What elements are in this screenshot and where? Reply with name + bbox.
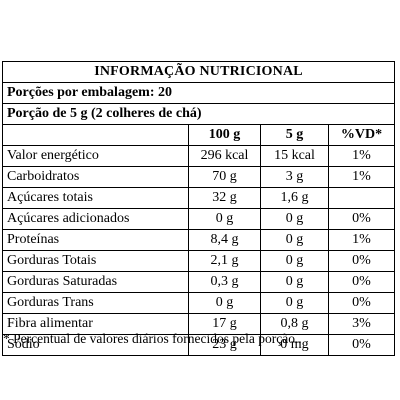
nutrient-name: Sódio (2, 334, 189, 356)
nutrient-daily-value: 0% (327, 250, 396, 272)
servings-row: Porções por embalagem: 20 (1, 82, 396, 104)
nutrient-row: Açúcares totais 32 g 1,6 g (2, 187, 396, 209)
nutrient-per-100g: 0 g (188, 208, 261, 230)
nutrient-per-serving: 3 g (260, 166, 329, 188)
nutrient-per-serving: 0 g (260, 250, 329, 272)
nutrient-per-100g: 70 g (188, 166, 261, 188)
nutrient-per-100g: 2,1 g (188, 250, 261, 272)
nutrition-table: INFORMAÇÃO NUTRICIONAL Porções por embal… (1, 61, 396, 356)
nutrient-per-100g: 0,3 g (188, 271, 261, 293)
nutrient-per-100g: 296 kcal (188, 145, 261, 167)
nutrient-name: Gorduras Totais (2, 250, 189, 272)
nutrient-per-serving: 1,6 g (260, 187, 329, 209)
nutrient-per-100g: 32 g (188, 187, 261, 209)
nutrient-per-100g: 8,4 g (188, 229, 261, 251)
nutrient-per-serving: 0 mg (260, 334, 329, 356)
nutrient-daily-value: 0% (327, 334, 396, 356)
column-header-dv: %VD* (327, 124, 396, 146)
nutrient-name: Açúcares totais (2, 187, 189, 209)
servings-per-package: Porções por embalagem: 20 (1, 82, 396, 104)
nutrition-facts-label: INFORMAÇÃO NUTRICIONAL Porções por embal… (1, 61, 396, 356)
nutrient-row: Valor energético 296 kcal 15 kcal 1% (2, 145, 396, 167)
nutrient-daily-value: 1% (327, 145, 396, 167)
label-title: INFORMAÇÃO NUTRICIONAL (1, 61, 396, 83)
title-row: INFORMAÇÃO NUTRICIONAL (1, 61, 396, 83)
nutrient-name: Açúcares adicionados (2, 208, 189, 230)
nutrient-daily-value: 0% (327, 271, 396, 293)
column-header-nutrient (2, 124, 189, 146)
nutrient-daily-value: 1% (327, 229, 396, 251)
column-header-row: 100 g 5 g %VD* (2, 124, 396, 146)
nutrient-daily-value: 0% (327, 208, 396, 230)
nutrient-per-100g: 0 g (188, 292, 261, 314)
nutrient-per-serving: 0 g (260, 229, 329, 251)
nutrient-name: Gorduras Trans (2, 292, 189, 314)
nutrient-name: Proteínas (2, 229, 189, 251)
nutrient-per-serving: 0 g (260, 292, 329, 314)
nutrient-row: Fibra alimentar 17 g 0,8 g 3% (2, 313, 396, 335)
nutrient-per-serving: 15 kcal (260, 145, 329, 167)
nutrient-daily-value: 3% (327, 313, 396, 335)
serving-size: Porção de 5 g (2 colheres de chá) (1, 103, 396, 125)
nutrient-daily-value: 0% (327, 292, 396, 314)
nutrient-daily-value (327, 187, 396, 209)
footnote: * Percentual de valores diários fornecid… (3, 331, 302, 346)
nutrient-name: Carboidratos (2, 166, 189, 188)
serving-size-row: Porção de 5 g (2 colheres de chá) (1, 103, 396, 125)
nutrient-per-100g: 23 g (188, 334, 261, 356)
column-header-serving: 5 g (260, 124, 329, 146)
column-header-100g: 100 g (188, 124, 261, 146)
nutrient-per-serving: 0 g (260, 208, 329, 230)
nutrient-daily-value: 1% (327, 166, 396, 188)
nutrient-name: Valor energético (2, 145, 189, 167)
nutrient-name: Gorduras Saturadas (2, 271, 189, 293)
nutrient-per-serving: 0 g (260, 271, 329, 293)
